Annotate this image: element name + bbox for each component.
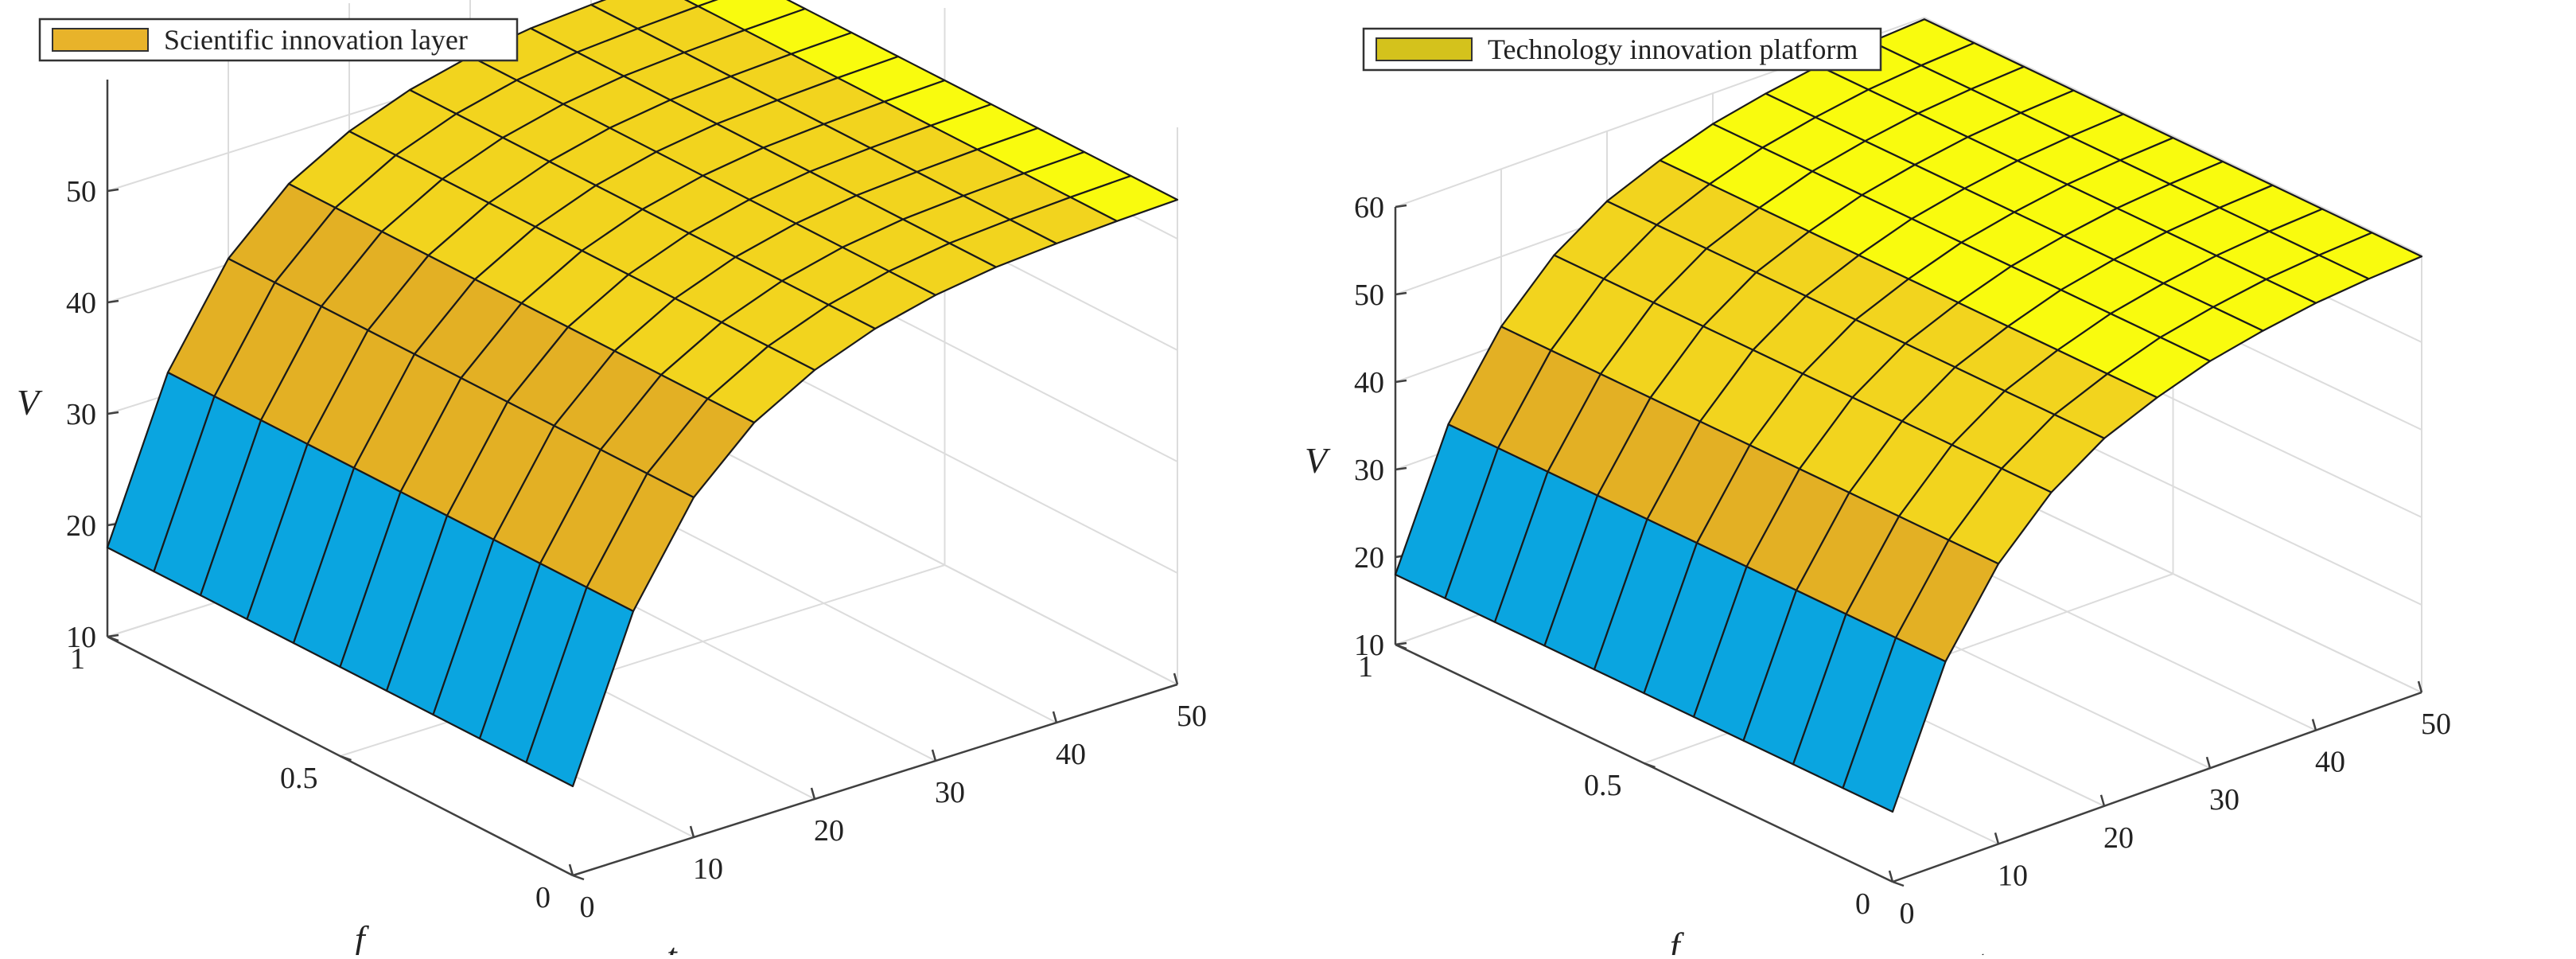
f-tick-label: 0.5	[280, 762, 318, 795]
t-tick-label: 50	[2421, 708, 2451, 741]
f-tick-mark	[1644, 762, 1656, 769]
t-tick-label: 10	[693, 852, 723, 886]
t-tick-mark	[931, 749, 937, 762]
legend: Scientific innovation layer	[38, 18, 519, 62]
v-tick-label: 40	[1354, 366, 1384, 400]
v-tick-label: 60	[1354, 191, 1384, 224]
surface-patch	[1842, 637, 1947, 813]
t-tick-label: 40	[1056, 738, 1086, 771]
f-tick-label: 0	[535, 881, 551, 914]
f-tick-mark	[1892, 880, 1905, 887]
t-tick-mark	[1173, 672, 1179, 685]
t-tick-label: 0	[580, 891, 595, 924]
legend-swatch	[1376, 37, 1473, 61]
v-tick-mark	[1395, 379, 1407, 384]
v-tick-mark	[1395, 466, 1407, 471]
v-tick-mark	[1395, 204, 1407, 209]
v-tick-label: 40	[66, 287, 96, 320]
legend-label: Scientific innovation layer	[164, 24, 468, 56]
f-tick-label: 1	[70, 642, 85, 676]
legend-swatch	[52, 28, 149, 52]
v-tick-label: 30	[1354, 454, 1384, 487]
t-tick-label: 40	[2315, 746, 2345, 779]
v-tick-label: 10	[66, 621, 96, 654]
surface-group	[1394, 18, 2423, 813]
grid-line	[1924, 17, 2422, 255]
legend-label: Technology innovation platform	[1488, 33, 1858, 65]
surface-plot-svg-right: 10203040506000.5101020304050VftTechnolog…	[1305, 17, 2451, 959]
t-tick-mark	[1052, 711, 1058, 723]
t-tick-mark	[689, 825, 695, 838]
surface-patch	[525, 586, 635, 788]
v-tick-mark	[107, 411, 119, 415]
t-axis-label: t	[667, 935, 678, 955]
t-axis-label: t	[1976, 942, 1987, 955]
f-axis-label: f	[1670, 925, 1685, 955]
t-tick-mark	[2311, 719, 2317, 731]
legend: Technology innovation platform	[1362, 27, 1882, 72]
t-tick-mark	[2417, 680, 2423, 693]
surface-patch	[683, 0, 718, 7]
t-tick-label: 0	[1900, 897, 1915, 930]
t-tick-label: 30	[935, 776, 965, 809]
v-tick-label: 20	[1354, 541, 1384, 575]
grid-line	[340, 564, 945, 757]
v-tick-mark	[107, 299, 119, 304]
t-tick-label: 20	[814, 814, 844, 848]
f-tick-mark	[340, 754, 352, 762]
f-tick-label: 1	[1358, 650, 1373, 684]
t-axis-line	[1892, 691, 2422, 883]
v-tick-label: 50	[1354, 279, 1384, 312]
t-tick-mark	[810, 787, 816, 800]
v-tick-mark	[1395, 291, 1407, 296]
surface-plot-scientific: 102030405000.5101020304050VftScientific …	[0, 0, 1288, 959]
t-tick-label: 50	[1177, 700, 1207, 733]
f-tick-mark	[1395, 643, 1407, 650]
f-tick-label: 0.5	[1584, 769, 1622, 802]
t-tick-mark	[1994, 832, 2000, 844]
t-tick-mark	[2205, 756, 2212, 769]
v-tick-label: 10	[1354, 629, 1384, 662]
f-tick-label: 0	[1855, 887, 1870, 921]
v-axis-label: V	[1305, 440, 1331, 481]
t-tick-label: 10	[1998, 859, 2028, 892]
surface-plot-technology: 10203040506000.5101020304050VftTechnolog…	[1288, 0, 2576, 959]
t-tick-mark	[2099, 794, 2106, 807]
t-tick-mark	[1888, 870, 1894, 883]
t-tick-mark	[568, 863, 574, 876]
v-tick-label: 30	[66, 398, 96, 431]
f-tick-mark	[572, 874, 585, 881]
f-tick-mark	[107, 635, 119, 642]
surface-group	[106, 0, 1179, 788]
t-tick-label: 30	[2209, 783, 2239, 817]
v-tick-label: 50	[66, 175, 96, 209]
v-axis-label: V	[17, 382, 43, 423]
v-tick-mark	[107, 188, 119, 193]
surface-plot-svg-left: 102030405000.5101020304050VftScientific …	[17, 0, 1207, 959]
f-axis-label: f	[355, 918, 370, 955]
t-axis-line	[572, 683, 1178, 877]
v-tick-label: 20	[66, 509, 96, 543]
t-tick-label: 20	[2103, 821, 2134, 855]
